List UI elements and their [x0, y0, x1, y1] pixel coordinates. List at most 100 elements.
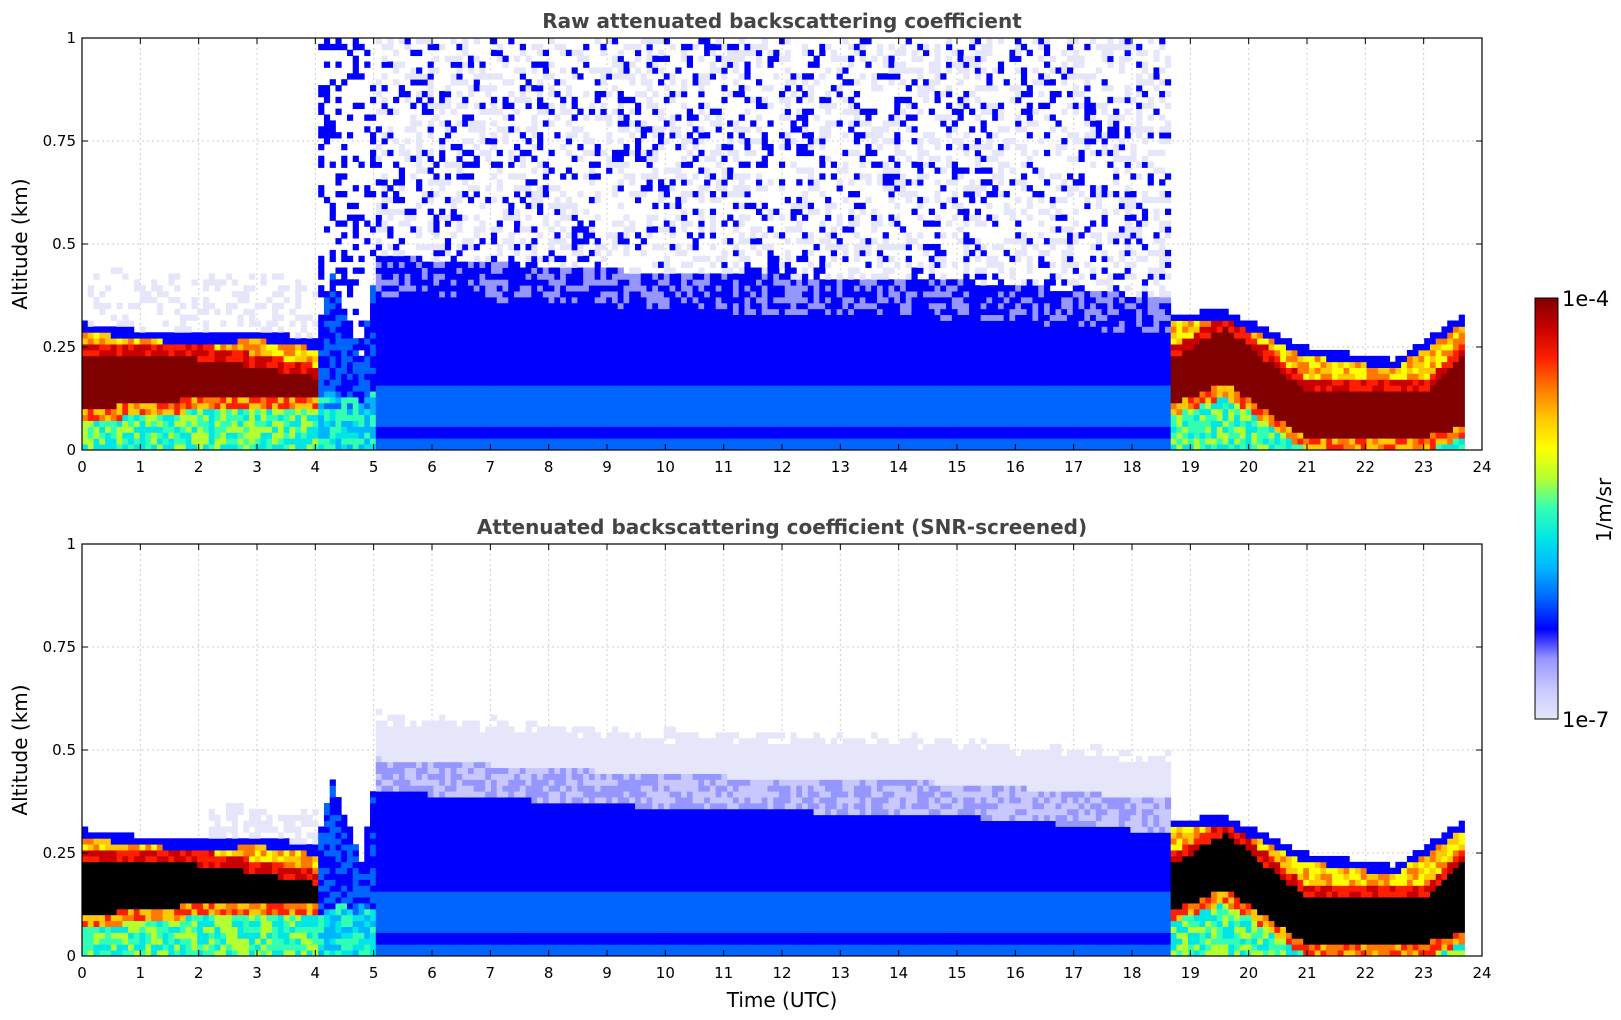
heatmap-cell — [721, 285, 728, 292]
heatmap-cell — [600, 255, 607, 263]
heatmap-cell — [421, 314, 429, 321]
heatmap-cell — [450, 202, 457, 210]
heatmap-cell — [802, 149, 809, 157]
heatmap-cell — [715, 285, 722, 292]
heatmap-cell — [370, 391, 377, 398]
heatmap-cell — [629, 73, 636, 80]
heatmap-cell — [519, 420, 526, 427]
heatmap-cell — [623, 244, 630, 251]
heatmap-cell — [779, 349, 786, 357]
heatmap-cell — [652, 67, 659, 74]
heatmap-cell — [698, 132, 705, 139]
heatmap-cell — [99, 326, 106, 333]
heatmap-cell — [565, 408, 573, 416]
heatmap-cell — [416, 379, 423, 386]
heatmap-cell — [456, 432, 463, 439]
heatmap-cell — [341, 255, 348, 263]
heatmap-cell — [784, 279, 791, 286]
heatmap-cell — [565, 120, 573, 127]
heatmap-cell — [588, 273, 596, 280]
heatmap-cell — [485, 338, 492, 345]
heatmap-cell — [444, 397, 452, 404]
heatmap-cell — [606, 120, 613, 127]
heatmap-cell — [709, 408, 717, 416]
heatmap-cell — [617, 438, 624, 445]
heatmap-cell — [272, 379, 279, 386]
heatmap-cell — [611, 414, 619, 421]
heatmap-cell — [698, 308, 705, 316]
heatmap-cell — [462, 326, 469, 333]
heatmap-cell — [99, 291, 106, 298]
heatmap-cell — [202, 385, 210, 392]
heatmap-cell — [133, 355, 140, 363]
heatmap-cell — [698, 102, 705, 110]
heatmap-cell — [490, 349, 498, 357]
heatmap-cell — [738, 402, 745, 410]
heatmap-cell — [381, 326, 388, 333]
heatmap-cell — [439, 314, 446, 321]
heatmap-cell — [658, 196, 665, 204]
heatmap-cell — [110, 338, 117, 345]
heatmap-cell — [398, 285, 405, 292]
heatmap-cell — [467, 90, 475, 98]
heatmap-cell — [439, 155, 446, 162]
heatmap-cell — [796, 426, 803, 433]
heatmap-cell — [796, 344, 803, 351]
heatmap-cell — [548, 391, 555, 398]
heatmap-cell — [802, 426, 809, 433]
heatmap-cell — [652, 149, 659, 157]
heatmap-cell — [381, 385, 388, 392]
heatmap-cell — [381, 391, 388, 398]
heatmap-cell — [698, 220, 705, 227]
heatmap-cell — [439, 444, 446, 450]
heatmap-cell — [145, 355, 152, 363]
heatmap-cell — [652, 444, 659, 450]
heatmap-cell — [116, 367, 123, 374]
heatmap-cell — [560, 296, 567, 304]
heatmap-cell — [289, 344, 296, 351]
heatmap-cell — [416, 349, 423, 357]
heatmap-cell — [537, 85, 544, 92]
heatmap-cell — [744, 191, 751, 198]
heatmap-cell — [335, 438, 342, 445]
heatmap-cell — [277, 361, 285, 368]
heatmap-cell — [162, 432, 169, 439]
heatmap-cell — [508, 238, 515, 245]
heatmap-cell — [433, 414, 440, 421]
heatmap-cell — [588, 320, 596, 327]
heatmap-cell — [698, 149, 705, 157]
heatmap-cell — [473, 185, 480, 192]
heatmap-cell — [450, 444, 457, 450]
heatmap-cell — [456, 308, 463, 316]
heatmap-cell — [393, 308, 400, 316]
heatmap-cell — [709, 385, 717, 392]
heatmap-cell — [640, 291, 647, 298]
heatmap-cell — [329, 379, 336, 386]
heatmap-cell — [779, 302, 786, 310]
heatmap-cell — [82, 379, 89, 386]
heatmap-cell — [370, 320, 377, 327]
heatmap-cell — [352, 344, 359, 351]
heatmap-cell — [600, 432, 607, 439]
heatmap-cell — [790, 344, 797, 351]
heatmap-cell — [249, 426, 256, 433]
heatmap-cell — [813, 367, 820, 374]
heatmap-cell — [525, 414, 532, 421]
heatmap-cell — [681, 361, 688, 368]
heatmap-cell — [565, 138, 573, 145]
heatmap-cell — [542, 338, 549, 345]
heatmap-cell — [214, 420, 221, 427]
heatmap-cell — [779, 344, 786, 351]
heatmap-cell — [110, 373, 117, 380]
heatmap-cell — [508, 338, 515, 345]
heatmap-cell — [467, 373, 475, 380]
heatmap-cell — [669, 73, 676, 80]
heatmap-cell — [318, 314, 325, 321]
heatmap-cell — [542, 191, 549, 198]
heatmap-cell — [433, 191, 440, 198]
heatmap-cell — [502, 214, 509, 221]
heatmap-cell — [727, 273, 734, 280]
heatmap-cell — [750, 338, 757, 345]
heatmap-cell — [358, 391, 365, 398]
heatmap-cell — [675, 379, 682, 386]
